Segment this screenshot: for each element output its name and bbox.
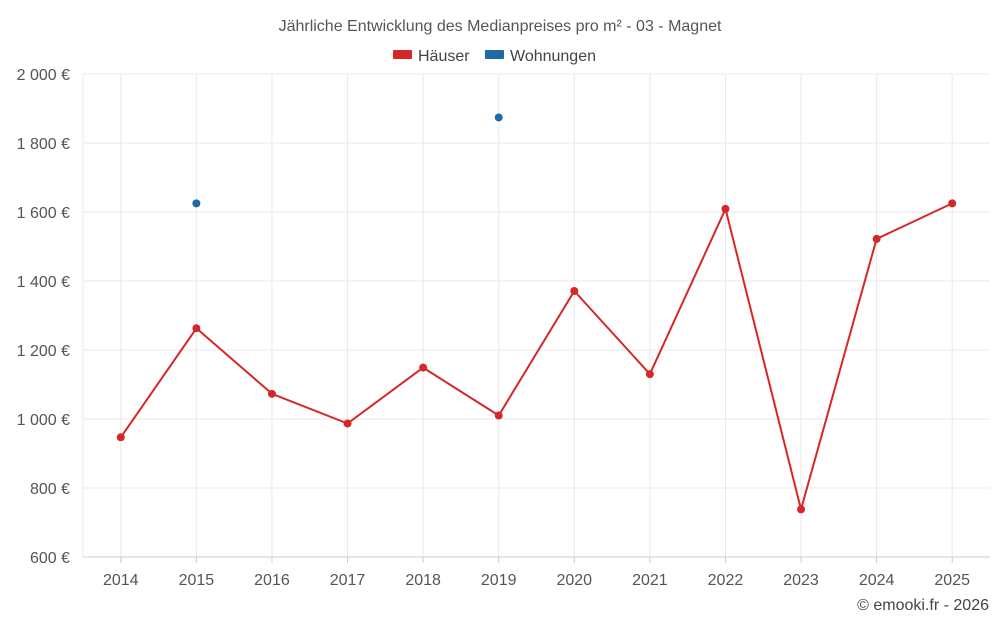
x-tick-label: 2025 bbox=[934, 572, 970, 589]
legend-item-haeuser[interactable]: Häuser bbox=[393, 48, 470, 65]
y-tick-label: 600 € bbox=[30, 550, 70, 567]
legend-swatch-wohnungen bbox=[485, 50, 504, 59]
legend-item-wohnungen[interactable]: Wohnungen bbox=[485, 48, 596, 65]
data-point-haeuser[interactable] bbox=[267, 389, 276, 398]
y-tick-label: 1 400 € bbox=[17, 274, 70, 291]
x-tick-label: 2020 bbox=[556, 572, 592, 589]
credit-text: © emooki.fr - 2026 bbox=[857, 597, 989, 614]
y-axis: 600 € 800 € 1 000 € 1 200 € 1 400 € 1 600 € 1 … bbox=[17, 67, 70, 567]
y-tick-label: 800 € bbox=[30, 481, 70, 498]
chart-title: Jährliche Entwicklung des Medianpreises … bbox=[279, 18, 722, 35]
legend-swatch-haeuser bbox=[393, 50, 412, 59]
legend: Häuser Wohnungen bbox=[393, 48, 596, 65]
y-tick-label: 1 600 € bbox=[17, 205, 70, 222]
data-point-haeuser[interactable] bbox=[797, 505, 806, 514]
legend-label-wohnungen: Wohnungen bbox=[510, 48, 596, 65]
data-point-wohnungen[interactable] bbox=[192, 199, 201, 208]
x-tick-label: 2023 bbox=[783, 572, 819, 589]
data-point-haeuser[interactable] bbox=[192, 324, 201, 333]
legend-label-haeuser: Häuser bbox=[418, 48, 470, 65]
data-point-haeuser[interactable] bbox=[343, 419, 352, 428]
x-tick-label: 2015 bbox=[179, 572, 215, 589]
y-tick-label: 1 200 € bbox=[17, 343, 70, 360]
data-point-haeuser[interactable] bbox=[494, 411, 503, 420]
data-point-wohnungen[interactable] bbox=[494, 113, 503, 122]
x-tick-label: 2022 bbox=[708, 572, 744, 589]
data-point-haeuser[interactable] bbox=[116, 433, 125, 442]
data-point-haeuser[interactable] bbox=[872, 234, 881, 243]
y-tick-label: 1 000 € bbox=[17, 412, 70, 429]
data-point-haeuser[interactable] bbox=[948, 199, 957, 208]
y-tick-label: 2 000 € bbox=[17, 67, 70, 84]
data-point-haeuser[interactable] bbox=[570, 287, 579, 296]
x-axis: 2014 2015 2016 2017 2018 2019 2020 2021 2022 2023… bbox=[83, 556, 990, 589]
data-point-haeuser[interactable] bbox=[721, 204, 730, 213]
x-tick-label: 2018 bbox=[405, 572, 441, 589]
x-tick-label: 2017 bbox=[330, 572, 366, 589]
x-tick-label: 2019 bbox=[481, 572, 517, 589]
x-tick-label: 2014 bbox=[103, 572, 139, 589]
data-point-haeuser[interactable] bbox=[645, 370, 654, 379]
x-tick-label: 2016 bbox=[254, 572, 290, 589]
data-point-haeuser[interactable] bbox=[419, 363, 428, 372]
plot-area bbox=[116, 113, 957, 514]
x-tick-label: 2024 bbox=[859, 572, 895, 589]
grid bbox=[82, 73, 990, 557]
x-tick-label: 2021 bbox=[632, 572, 668, 589]
y-tick-label: 1 800 € bbox=[17, 136, 70, 153]
series-line-haeuser bbox=[119, 202, 953, 511]
